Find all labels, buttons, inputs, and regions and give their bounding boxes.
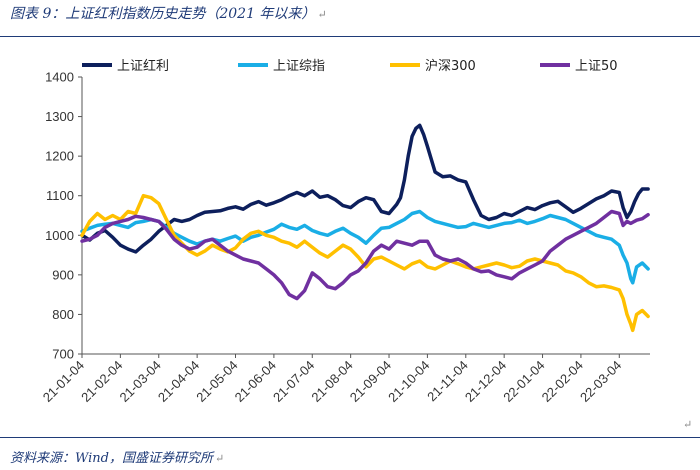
y-tick-label: 800 bbox=[52, 307, 74, 322]
x-tick-label: 21-09-04 bbox=[347, 358, 394, 405]
x-tick-label: 21-07-04 bbox=[270, 358, 317, 405]
y-tick-label: 1300 bbox=[45, 109, 74, 124]
top-rule bbox=[0, 36, 700, 37]
series-line bbox=[80, 209, 650, 301]
figure-title: 图表 9：上证红利指数历史走势（2021 年以来） ↵ bbox=[10, 3, 327, 23]
x-tick-label: 21-10-04 bbox=[385, 358, 432, 405]
x-tick-label: 21-02-04 bbox=[78, 358, 125, 405]
x-tick-label: 22-03-04 bbox=[577, 358, 624, 405]
legend-label: 沪深300 bbox=[425, 58, 476, 74]
line-chart: 上证红利 上证综指 沪深300 上证50 700 800 900 1000 1100 1200 1… bbox=[40, 58, 650, 405]
x-tick-label: 21-04-04 bbox=[155, 358, 202, 405]
legend-label: 上证综指 bbox=[273, 59, 325, 74]
x-tick-label: 21-08-04 bbox=[308, 358, 355, 405]
legend-label: 上证50 bbox=[575, 59, 618, 74]
x-tick-label: 21-12-04 bbox=[462, 358, 509, 405]
series-line bbox=[80, 209, 650, 285]
figure-title-text: 图表 9：上证红利指数历史走势（2021 年以来） bbox=[10, 6, 316, 22]
bottom-rule bbox=[0, 437, 700, 438]
series-line bbox=[80, 123, 650, 254]
y-tick-label: 1200 bbox=[45, 149, 74, 164]
x-axis: 21-01-0421-02-0421-03-0421-04-0421-05-04… bbox=[40, 353, 650, 405]
x-tick-label: 22-02-04 bbox=[539, 358, 586, 405]
series-line bbox=[80, 193, 650, 333]
x-tick-label: 21-05-04 bbox=[193, 358, 240, 405]
source-note: 资料来源：Wind，国盛证券研究所 ↵ bbox=[10, 447, 224, 466]
source-note-text: 资料来源：Wind，国盛证券研究所 bbox=[10, 451, 213, 466]
x-tick-label: 21-03-04 bbox=[116, 358, 163, 405]
return-icon: ↵ bbox=[317, 8, 327, 21]
y-tick-label: 1000 bbox=[45, 228, 74, 243]
x-tick-label: 22-01-04 bbox=[500, 358, 547, 405]
y-tick-label: 1400 bbox=[45, 70, 74, 85]
legend-label: 上证红利 bbox=[117, 58, 169, 74]
y-tick-label: 1100 bbox=[46, 188, 74, 203]
y-tick-label: 900 bbox=[52, 267, 74, 282]
legend: 上证红利 上证综指 沪深300 上证50 bbox=[82, 58, 618, 74]
y-tick-label: 700 bbox=[52, 347, 74, 362]
return-icon: ↵ bbox=[215, 452, 225, 465]
x-tick-label: 21-06-04 bbox=[232, 358, 279, 405]
series-group bbox=[80, 123, 650, 333]
return-icon: ↵ bbox=[683, 418, 693, 431]
y-axis: 700 800 900 1000 1100 1200 1300 1400 bbox=[45, 70, 83, 362]
x-tick-label: 21-01-04 bbox=[40, 358, 87, 405]
